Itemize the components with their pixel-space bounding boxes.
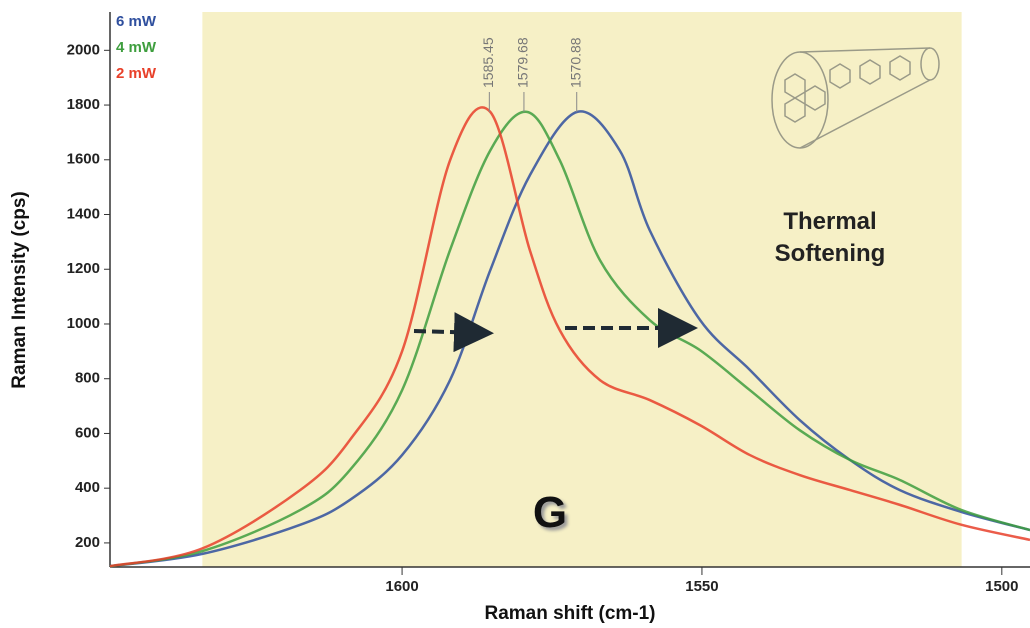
series-line [109, 110, 1030, 568]
y-tick-label: 2000 [67, 41, 100, 58]
y-tick-label: 800 [75, 370, 100, 387]
legend-entry: 6 mW [116, 13, 157, 30]
series-line [109, 106, 1030, 568]
legend-entry: 2 mW [116, 65, 157, 82]
highlight-band [202, 12, 962, 567]
y-tick-label: 1200 [67, 260, 100, 277]
y-tick-label: 1000 [67, 315, 100, 332]
nanotube-icon [771, 47, 940, 149]
shift-arrow [413, 312, 494, 353]
y-tick-label: 1800 [67, 96, 100, 113]
peak-label: 1585.45 [480, 37, 496, 88]
annotation: Thermal Softening [774, 208, 886, 267]
x-tick-label: 1500 [985, 578, 1018, 595]
band-label: G [532, 488, 568, 537]
x-tick-label: 1600 [385, 578, 418, 595]
y-tick-label: 600 [75, 424, 100, 441]
y-tick-label: 1600 [67, 151, 100, 168]
y-tick-label: 200 [75, 534, 100, 551]
legend-entry: 4 mW [116, 39, 157, 56]
x-axis-label: Raman shift (cm-1) [484, 603, 655, 624]
y-tick-label: 1400 [67, 205, 100, 222]
y-axis-label: Raman Intensity (cps) [9, 191, 30, 388]
x-tick-label: 1550 [685, 578, 718, 595]
peak-label: 1579.68 [515, 37, 531, 88]
y-tick-label: 400 [75, 479, 100, 496]
peak-label: 1570.88 [567, 37, 583, 88]
